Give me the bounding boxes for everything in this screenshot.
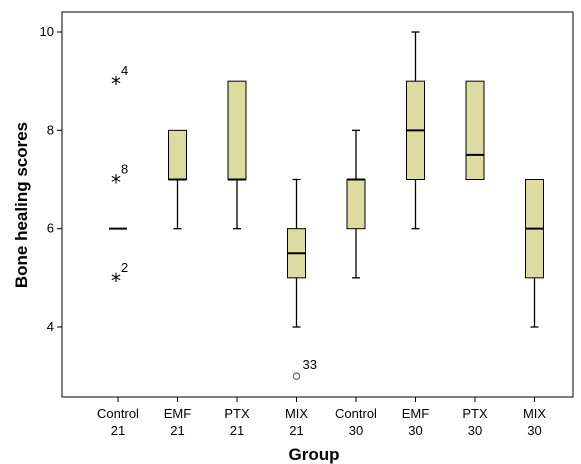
box-iqr [346, 179, 366, 230]
y-tick-label: 4 [47, 319, 54, 334]
outlier-label: 8 [121, 162, 128, 177]
y-tick-label: 10 [40, 24, 54, 39]
x-tick-label: MIX [523, 406, 546, 421]
x-axis-title: Group [289, 445, 340, 464]
x-tick-label-group: 21 [289, 423, 303, 438]
box-plot-3 [287, 178, 306, 328]
x-tick-label: PTX [224, 406, 250, 421]
x-tick-label: EMF [402, 406, 430, 421]
box-plot-2 [227, 80, 247, 230]
box-series [109, 31, 544, 328]
y-tick-label: 6 [47, 221, 54, 236]
outlier-star: * [111, 171, 121, 195]
box-iqr [168, 129, 187, 180]
x-tick-label: MIX [285, 406, 308, 421]
box-plot-5 [406, 31, 425, 230]
y-axis-title: Bone healing scores [12, 122, 31, 288]
x-tick-label-group: 30 [527, 423, 541, 438]
x-axis: Control 21 EMF 21 PTX 21 MIX 21 Control 30 EMF 30 PT… [97, 397, 546, 438]
x-tick-label-group: 21 [111, 423, 125, 438]
y-tick-label: 8 [47, 122, 54, 137]
outlier-label: 33 [303, 357, 317, 372]
outlier-points: *4*8*233 [111, 63, 317, 380]
outlier-circle [292, 372, 301, 380]
outlier-label: 4 [121, 63, 128, 78]
x-tick-label-group: 21 [230, 423, 244, 438]
x-tick-label-group: 30 [408, 423, 422, 438]
x-tick-label: EMF [164, 406, 192, 421]
outlier-label: 2 [121, 260, 128, 275]
plot-area-frame [61, 11, 574, 398]
outlier-star: * [111, 72, 121, 96]
x-tick-label-group: 30 [468, 423, 482, 438]
box-plot-4 [346, 129, 366, 279]
outlier-star: * [111, 269, 121, 293]
box-plot-7 [525, 179, 544, 328]
x-tick-label: Control [335, 406, 377, 421]
y-axis: 4 6 8 10 [40, 24, 62, 334]
box-plot-1 [168, 129, 187, 230]
box-plot-6 [465, 80, 485, 180]
box-iqr [227, 80, 247, 180]
x-tick-label-group: 21 [170, 423, 184, 438]
box-iqr [465, 80, 485, 180]
x-tick-label: Control [97, 406, 139, 421]
x-tick-label: PTX [462, 406, 488, 421]
x-tick-label-group: 30 [349, 423, 363, 438]
